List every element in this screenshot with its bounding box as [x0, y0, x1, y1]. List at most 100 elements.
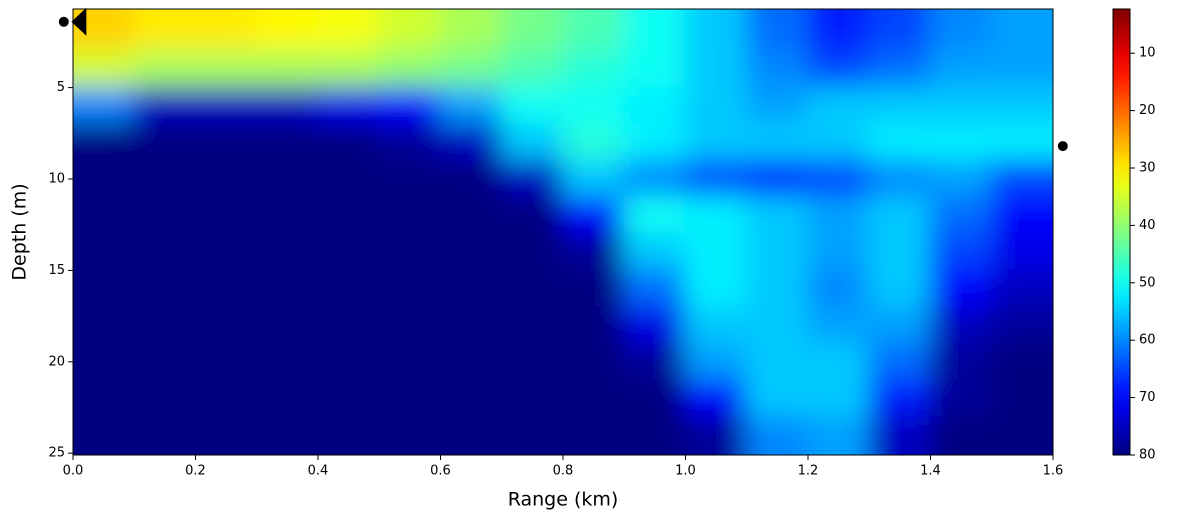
heatmap-cell	[929, 305, 993, 345]
heatmap-cell	[133, 196, 197, 235]
heatmap-cell	[500, 86, 564, 126]
heatmap-cell	[378, 305, 442, 345]
heatmap-cell	[500, 159, 564, 199]
heatmap-cell	[73, 86, 136, 126]
heatmap-cell	[684, 232, 748, 272]
heatmap-cells	[73, 9, 1053, 455]
heatmap-cell	[990, 196, 1053, 235]
heatmap-cell	[807, 269, 871, 308]
heatmap-cell	[317, 232, 381, 272]
heatmap-cell	[684, 86, 748, 126]
heatmap-cell	[684, 342, 748, 382]
heatmap-cell	[73, 196, 136, 235]
heatmap-cell	[562, 342, 626, 382]
heatmap-cell	[194, 196, 258, 235]
colorbar-tick-label: 50	[1139, 275, 1156, 290]
heatmap-cell	[807, 50, 871, 89]
heatmap-cell	[745, 342, 809, 382]
heatmap-cell	[684, 159, 748, 199]
heatmap-cell	[990, 305, 1053, 345]
heatmap-cell	[255, 159, 319, 199]
heatmap-cell	[807, 342, 871, 382]
heatmap-cell	[745, 232, 809, 272]
heatmap-cell	[317, 159, 381, 199]
colorbar-tick-label: 70	[1139, 390, 1156, 405]
heatmap-cell	[73, 415, 136, 455]
heatmap-cell	[194, 415, 258, 455]
heatmap-cell	[133, 9, 197, 53]
heatmap-cell	[990, 269, 1053, 308]
heatmap-cell	[133, 305, 197, 345]
heatmap-cell	[623, 86, 687, 126]
heatmap-cell	[378, 232, 442, 272]
heatmap-cell	[73, 269, 136, 308]
heatmap-cell	[623, 159, 687, 199]
heatmap-cell	[745, 415, 809, 455]
heatmap-cell	[745, 123, 809, 162]
heatmap-cell	[623, 342, 687, 382]
heatmap-cell	[255, 9, 319, 53]
heatmap-cell	[317, 9, 381, 53]
heatmap-cell	[378, 86, 442, 126]
heatmap-cell	[255, 415, 319, 455]
heatmap-cell	[929, 379, 993, 418]
heatmap-cell	[562, 50, 626, 89]
colorbar-tick-label: 80	[1139, 448, 1156, 463]
heatmap-cell	[500, 269, 564, 308]
heatmap-cell	[500, 232, 564, 272]
heatmap-cell	[378, 342, 442, 382]
heatmap-cell	[255, 232, 319, 272]
heatmap-cell	[807, 159, 871, 199]
heatmap-cell	[133, 86, 197, 126]
heatmap-cell	[500, 342, 564, 382]
heatmap-cell	[990, 232, 1053, 272]
heatmap-cell	[439, 50, 503, 89]
heatmap-cell	[562, 86, 626, 126]
heatmap-cell	[929, 342, 993, 382]
heatmap-cell	[684, 379, 748, 418]
heatmap-cell	[133, 50, 197, 89]
heatmap-cell	[990, 415, 1053, 455]
heatmap-cell	[929, 196, 993, 235]
heatmap-cell	[439, 379, 503, 418]
heatmap-cell	[807, 9, 871, 53]
heatmap-cell	[194, 123, 258, 162]
source-marker	[71, 7, 87, 36]
heatmap-cell	[500, 196, 564, 235]
x-axis-label: Range (km)	[508, 489, 619, 511]
heatmap-cell	[745, 196, 809, 235]
heatmap-cell	[868, 123, 932, 162]
heatmap-cell	[317, 305, 381, 345]
heatmap-cell	[562, 415, 626, 455]
heatmap-cell	[562, 123, 626, 162]
y-tick-label: 15	[48, 263, 65, 278]
heatmap-cell	[990, 9, 1053, 53]
y-axis-label: Depth (m)	[9, 183, 31, 280]
heatmap-cell	[317, 196, 381, 235]
heatmap-cell	[439, 196, 503, 235]
heatmap-cell	[317, 379, 381, 418]
heatmap-cell	[929, 50, 993, 89]
heatmap-cell	[255, 123, 319, 162]
heatmap-cell	[868, 86, 932, 126]
heatmap-cell	[194, 159, 258, 199]
heatmap-cell	[562, 269, 626, 308]
heatmap-cell	[439, 342, 503, 382]
colorbar-tick-label: 40	[1139, 218, 1156, 233]
heatmap-cell	[868, 50, 932, 89]
heatmap-cell	[807, 232, 871, 272]
heatmap-cell	[194, 86, 258, 126]
heatmap-cell	[73, 123, 136, 162]
heatmap-cell	[990, 379, 1053, 418]
y-tick-label: 5	[57, 80, 65, 95]
heatmap-cell	[807, 305, 871, 345]
colorbar	[1112, 8, 1131, 456]
heatmap-cell	[194, 379, 258, 418]
heatmap-cell	[194, 9, 258, 53]
heatmap-cell	[500, 379, 564, 418]
heatmap-cell	[500, 9, 564, 53]
heatmap-cell	[378, 123, 442, 162]
heatmap-cell	[868, 196, 932, 235]
heatmap-cell	[439, 123, 503, 162]
heatmap-cell	[684, 415, 748, 455]
